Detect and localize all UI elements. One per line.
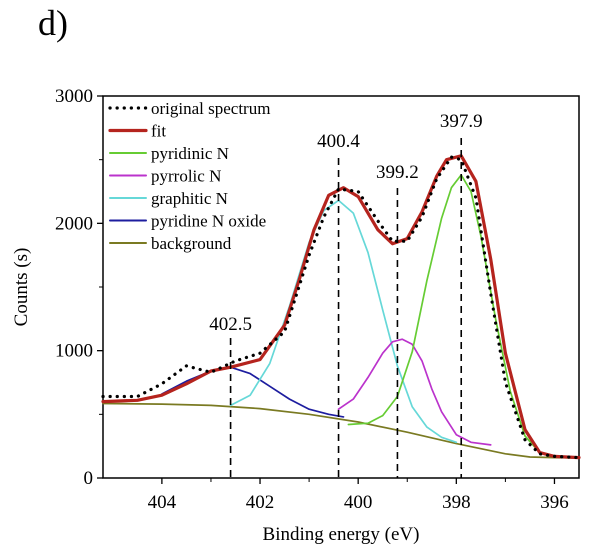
x-tick-label: 400 (344, 492, 373, 513)
peak-marker-label: 399.2 (376, 162, 419, 183)
x-tick-label: 402 (246, 492, 275, 513)
x-tick-label: 396 (540, 492, 569, 513)
series-fit (101, 154, 581, 460)
x-tick-label: 404 (148, 492, 177, 513)
x-axis-label: Binding energy (eV) (263, 524, 420, 545)
series-graphitic-n (229, 199, 458, 444)
series-pyrrolic-n (337, 338, 492, 446)
y-tick-label: 3000 (55, 86, 93, 107)
y-axis-label: Counts (s) (11, 248, 32, 327)
legend-label-fit: fit (151, 122, 166, 141)
legend-label-graphitic-n: graphitic N (151, 189, 228, 208)
legend: original spectrum fit pyridinic N pyrrolic … (108, 99, 270, 253)
y-tick-label: 0 (84, 468, 94, 489)
y-tick-label: 1000 (55, 341, 93, 362)
legend-label-original-spectrum: original spectrum (151, 99, 270, 118)
y-tick-label: 2000 (55, 213, 93, 234)
series-original-spectrum (101, 155, 581, 460)
legend-label-pyridine-n-oxide: pyridine N oxide (151, 212, 266, 231)
panel-label: d) (38, 3, 68, 43)
peak-marker-layer: 402.5 400.4 399.2 397.9 (209, 111, 483, 478)
series-pyridinic-n (347, 174, 580, 459)
legend-label-pyridinic-n: pyridinic N (151, 144, 229, 163)
legend-label-pyrrolic-n: pyrrolic N (151, 167, 221, 186)
peak-marker-label: 402.5 (209, 314, 252, 335)
axis-layer: 404 402 400 398 396 0 1000 2000 3000 (55, 86, 569, 513)
x-tick-label: 398 (442, 492, 471, 513)
peak-marker-label: 400.4 (317, 131, 360, 152)
peak-marker-label: 397.9 (440, 111, 483, 132)
series-background (102, 402, 580, 459)
legend-label-background: background (151, 234, 232, 253)
